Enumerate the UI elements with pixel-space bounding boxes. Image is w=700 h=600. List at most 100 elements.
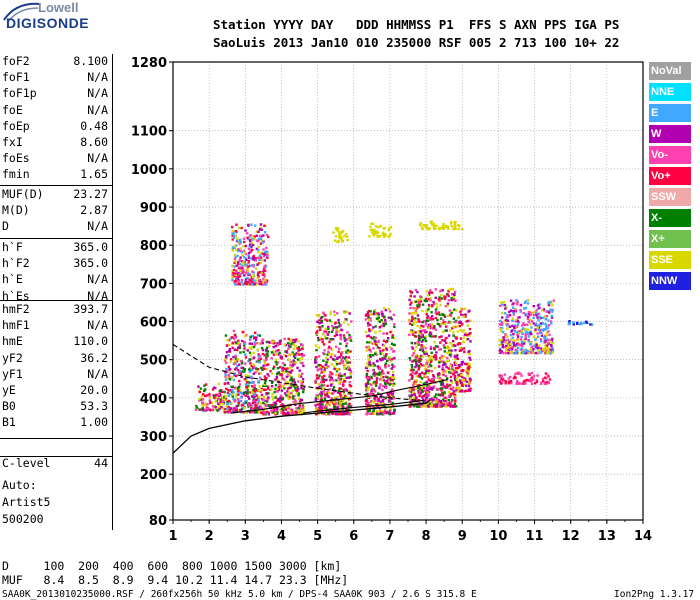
param-value: 110.0: [73, 334, 108, 349]
legend-item-w: W: [649, 125, 691, 143]
echo-point: [450, 365, 454, 368]
echo-point: [320, 394, 323, 397]
echo-point: [272, 367, 275, 370]
echo-point: [509, 299, 513, 302]
echo-point: [285, 383, 288, 386]
param-label: foF1p: [2, 86, 37, 101]
echo-point: [322, 359, 325, 362]
echo-point: [347, 365, 351, 368]
echo-point: [408, 333, 411, 336]
echo-point: [527, 310, 531, 314]
echo-point: [500, 338, 503, 341]
echo-point: [432, 405, 436, 408]
echo-point: [440, 382, 443, 386]
param-row-3-2: hmE 110.0: [2, 334, 108, 350]
echo-point: [345, 342, 349, 345]
echo-point: [284, 367, 287, 370]
echo-point: [380, 375, 383, 378]
echo-point: [446, 402, 449, 405]
echo-point: [374, 340, 377, 343]
echo-point: [214, 396, 218, 400]
echo-point: [290, 360, 293, 363]
echo-point: [336, 391, 340, 394]
echo-point: [323, 397, 327, 401]
echo-point: [253, 237, 256, 240]
echo-point: [244, 257, 247, 260]
echo-point: [368, 362, 371, 365]
echo-point: [274, 404, 277, 407]
echo-point: [515, 299, 518, 302]
echo-point: [429, 297, 432, 300]
echo-point: [329, 338, 333, 341]
echo-point: [314, 408, 318, 411]
echo-point: [435, 305, 439, 309]
echo-point: [371, 387, 374, 390]
echo-point: [230, 390, 234, 393]
echo-point: [251, 357, 255, 360]
echo-point: [384, 357, 387, 360]
echo-point: [331, 382, 334, 385]
echo-point: [446, 404, 450, 407]
echo-point: [386, 376, 389, 379]
echo-point: [468, 380, 471, 383]
echo-point: [438, 298, 441, 301]
echo-point: [422, 345, 426, 348]
echo-point: [264, 388, 267, 392]
echo-point: [342, 396, 345, 400]
echo-point: [333, 334, 337, 338]
echo-point: [344, 233, 348, 236]
echo-point: [376, 372, 379, 376]
echo-point: [280, 357, 283, 360]
echo-point: [334, 399, 337, 403]
echo-point: [522, 311, 525, 315]
echo-point: [524, 352, 527, 355]
echo-point: [433, 395, 436, 398]
echo-point: [290, 338, 293, 341]
echo-point: [546, 326, 550, 330]
echo-point: [264, 269, 267, 273]
echo-point: [287, 397, 291, 401]
echo-point: [264, 384, 267, 388]
x-tick-label: 4: [277, 529, 286, 544]
echo-point: [538, 329, 542, 332]
echo-point: [465, 389, 468, 392]
echo-point: [456, 357, 459, 360]
echo-point: [413, 397, 416, 400]
echo-point: [508, 314, 512, 317]
echo-point: [250, 375, 253, 378]
echo-point: [432, 327, 435, 330]
echo-point: [291, 413, 294, 416]
echo-point: [412, 387, 415, 390]
echo-point: [540, 340, 543, 343]
echo-point: [250, 390, 254, 394]
echo-point: [418, 387, 421, 390]
echo-point: [324, 330, 328, 333]
echo-point: [217, 402, 220, 405]
echo-point: [443, 315, 447, 318]
echo-point: [509, 351, 513, 354]
echo-point: [233, 272, 236, 275]
echo-point: [256, 402, 260, 405]
echo-point: [242, 270, 246, 274]
echo-point: [550, 316, 554, 319]
echo-point: [468, 365, 471, 368]
echo-point: [266, 350, 269, 353]
echo-point: [453, 290, 457, 294]
echo-point: [243, 240, 246, 244]
echo-point: [294, 356, 297, 359]
param-value: 53.3: [80, 399, 108, 414]
echo-point: [512, 351, 515, 355]
echo-point: [458, 389, 461, 393]
echo-point: [263, 231, 267, 234]
echo-point: [512, 306, 515, 309]
echo-point: [314, 359, 317, 363]
echo-point: [527, 312, 530, 316]
echo-point: [236, 237, 239, 240]
echo-point: [499, 378, 503, 381]
echo-point: [348, 405, 351, 408]
echo-point: [383, 355, 386, 358]
echo-point: [538, 344, 541, 347]
echo-point: [333, 358, 336, 361]
echo-point: [237, 398, 240, 401]
